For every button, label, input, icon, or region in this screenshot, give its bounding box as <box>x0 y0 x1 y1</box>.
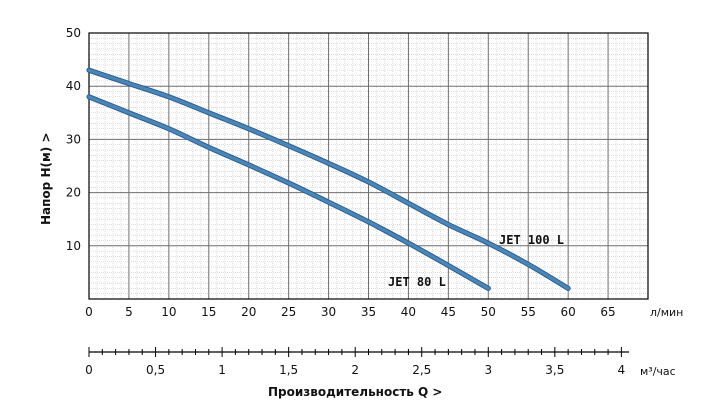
x-tick-label: 20 <box>241 305 256 319</box>
y-tick-labels: 10 20 30 40 50 <box>66 26 81 253</box>
series-lines <box>86 67 571 291</box>
x2-tick-label: 1 <box>218 363 226 377</box>
x-tick-label: 45 <box>441 305 456 319</box>
x-tick-label: 10 <box>161 305 176 319</box>
grid <box>88 32 649 300</box>
x2-tick-label: 3 <box>484 363 492 377</box>
x-tick-label: 25 <box>281 305 296 319</box>
x2-tick-label: 0 <box>85 363 93 377</box>
x-tick-label: 50 <box>481 305 496 319</box>
series-line-1 <box>87 95 490 290</box>
x-tick-label: 5 <box>125 305 133 319</box>
x-tick-label: 15 <box>201 305 216 319</box>
y-axis-title: Напор H(м) > <box>39 133 53 226</box>
series-label-jet-100: JET 100 L <box>499 233 564 247</box>
secondary-x-axis: 0 0,5 1 1,5 2 2,5 3 3,5 4 <box>85 347 629 377</box>
x2-tick-label: 2 <box>351 363 359 377</box>
y-tick-label: 20 <box>66 186 81 200</box>
y-tick-label: 10 <box>66 239 81 253</box>
series-label-jet-80: JET 80 L <box>388 275 446 289</box>
x-tick-label: 55 <box>521 305 536 319</box>
x-axis-title: Производительность Q > <box>268 385 442 399</box>
x2-tick-label: 2,5 <box>412 363 431 377</box>
y-tick-label: 50 <box>66 26 81 40</box>
x2-unit-label: м³/час <box>640 365 676 378</box>
x2-tick-label: 4 <box>618 363 626 377</box>
x-tick-label: 60 <box>561 305 576 319</box>
plot-frame <box>88 32 649 300</box>
y-tick-label: 30 <box>66 132 81 146</box>
x-tick-label: 0 <box>85 305 93 319</box>
x-tick-label: 65 <box>600 305 615 319</box>
x-tick-label: 40 <box>401 305 416 319</box>
x2-tick-label: 3,5 <box>545 363 564 377</box>
x2-tick-label: 1,5 <box>279 363 298 377</box>
y-tick-label: 40 <box>66 79 81 93</box>
x-unit-label: л/мин <box>650 306 683 319</box>
x-tick-labels: 0 5 10 15 20 25 30 35 40 45 50 55 60 65 <box>85 305 616 319</box>
x-tick-label: 35 <box>361 305 376 319</box>
x2-tick-label: 0,5 <box>146 363 165 377</box>
series-line-0 <box>87 68 570 290</box>
x-tick-label: 30 <box>321 305 336 319</box>
